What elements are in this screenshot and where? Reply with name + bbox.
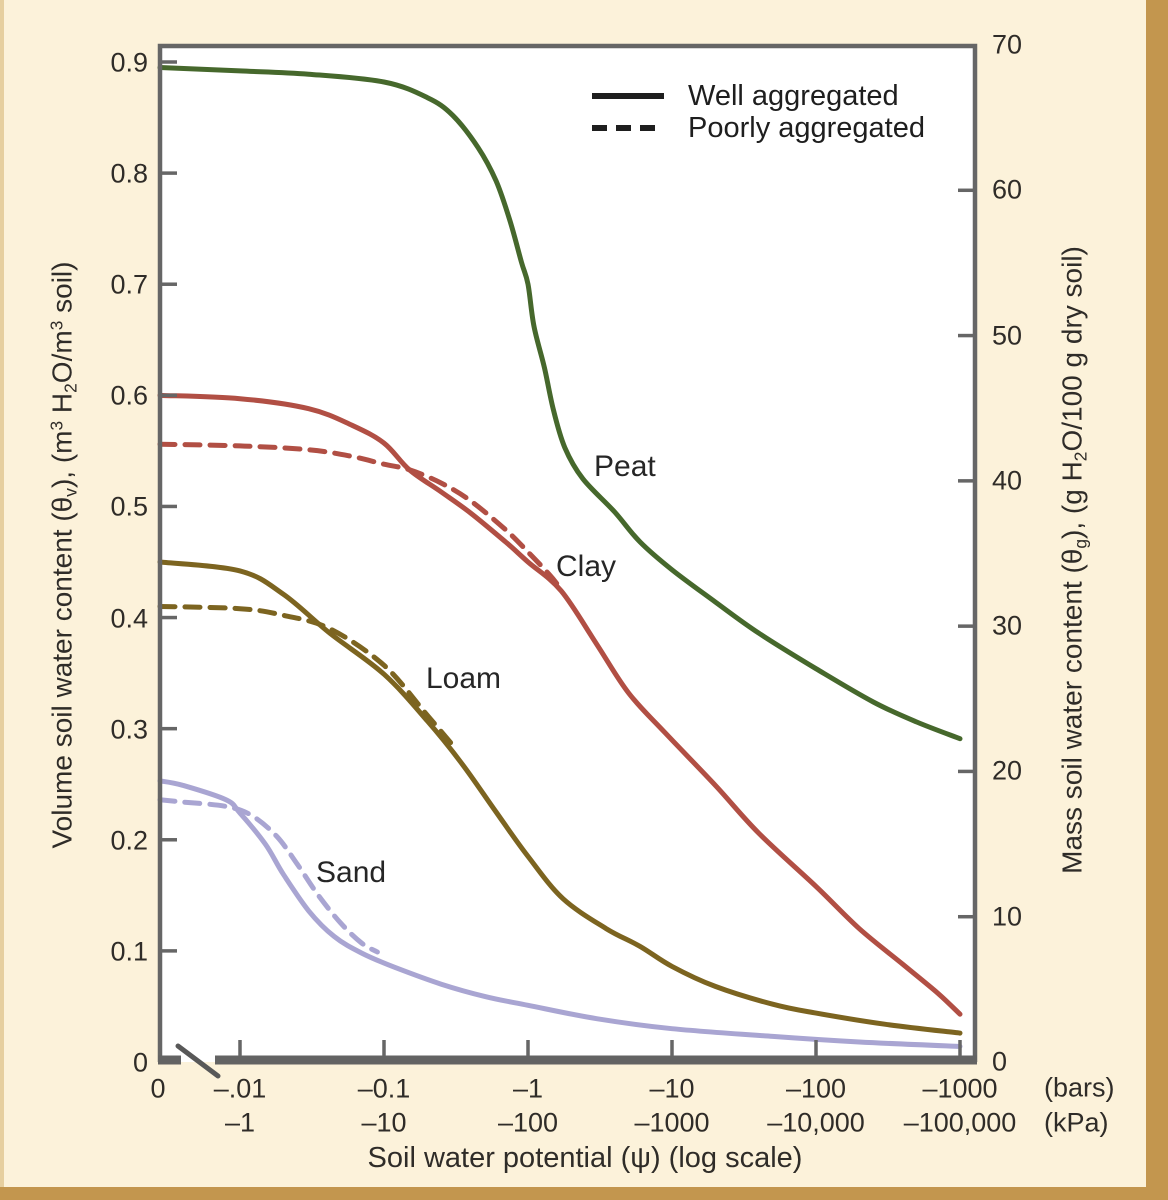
left-axis-title-text: soil) — [46, 261, 78, 321]
curve-label-sand: Sand — [316, 856, 387, 889]
x-axis-title: Soil water potential (ψ) (log scale) — [367, 1142, 803, 1174]
x-kpa-tick-label: –10,000 — [767, 1107, 865, 1138]
m3-superscript: 3 — [46, 320, 67, 331]
theta-v-subscript: v — [60, 488, 81, 497]
y-left-tick-label: 0.6 — [110, 380, 148, 411]
curve-clay-dashed — [157, 441, 564, 592]
x-kpa-tick-label: –10 — [361, 1107, 407, 1138]
h2o-subscript: 2 — [60, 383, 81, 393]
x-kpa-tick-label: –100 — [497, 1107, 559, 1138]
y-left-tick-label: 0.5 — [110, 491, 148, 522]
x-bars-tick-label: 0 — [150, 1073, 166, 1104]
curve-peat-solid — [157, 65, 963, 742]
left-axis-title-text: H — [46, 392, 78, 421]
x-bars-tick-label: –1 — [512, 1073, 544, 1104]
x-bars-tick-label: –10 — [649, 1073, 695, 1104]
y-right-tick-label: 60 — [992, 174, 1023, 205]
legend-label-well-aggregated: Well aggregated — [688, 79, 899, 112]
y-right-tick-label: 40 — [992, 465, 1023, 496]
y-left-tick-label: 0.2 — [110, 825, 148, 856]
x-kpa-tick-label: –1 — [224, 1107, 256, 1138]
y-left-tick-label: 0.8 — [110, 158, 148, 189]
right-axis-title-text: O/100 g dry soil) — [1056, 246, 1088, 452]
y-left-tick-label: 0.9 — [110, 47, 148, 78]
curve-sand-solid — [157, 778, 963, 1049]
x-bars-tick-label: –.01 — [213, 1073, 267, 1104]
solid-line-sample — [592, 93, 664, 99]
axis-break-mark — [175, 1043, 221, 1079]
y-right-tick-label: 70 — [992, 29, 1023, 60]
legend: Well aggregated Poorly aggregated — [592, 80, 925, 144]
h2o-subscript: 2 — [1070, 451, 1091, 462]
frame-right-edge — [1146, 0, 1168, 1200]
curve-sand-dashed — [157, 797, 380, 955]
right-axis-title-text: ), (g H — [1056, 461, 1088, 539]
curve-label-loam: Loam — [426, 662, 502, 695]
right-axis-title: Mass soil water content (θg), (g H2O/100… — [1056, 246, 1091, 874]
legend-row-well-aggregated: Well aggregated — [592, 80, 925, 112]
kpa-unit-label: (kPa) — [1044, 1107, 1109, 1138]
x-kpa-tick-label: –100,000 — [903, 1107, 1017, 1138]
curve-loam-solid — [157, 559, 963, 1036]
curve-clay-solid — [157, 392, 963, 1017]
right-axis-title-text: Mass soil water content (θ — [1056, 548, 1088, 874]
y-left-tick-label: 0.4 — [110, 603, 148, 634]
left-axis-title-text: Volume soil water content (θ — [46, 496, 78, 849]
y-right-tick-label: 10 — [992, 901, 1023, 932]
left-axis-title-text: ), (m — [46, 430, 78, 489]
x-kpa-tick-label: –1000 — [634, 1107, 710, 1138]
y-right-tick-label: 0 — [992, 1046, 1008, 1077]
y-right-tick-label: 20 — [992, 755, 1023, 786]
plot-border — [157, 43, 978, 1062]
x-bars-tick-label: –100 — [785, 1073, 847, 1104]
x-bars-tick-label: –0.1 — [357, 1073, 411, 1104]
y-left-tick-label: 0.7 — [110, 269, 148, 300]
curve-label-clay: Clay — [556, 550, 617, 583]
frame-bottom-edge — [0, 1187, 1168, 1200]
y-left-tick-label: 0.1 — [110, 936, 148, 967]
y-left-tick-label: 0 — [132, 1047, 148, 1078]
theta-g-subscript: g — [1070, 538, 1091, 549]
legend-label-poorly-aggregated: Poorly aggregated — [688, 111, 925, 144]
y-right-tick-label: 30 — [992, 610, 1023, 641]
y-right-tick-label: 50 — [992, 320, 1023, 351]
legend-row-poorly-aggregated: Poorly aggregated — [592, 112, 925, 144]
y-left-tick-label: 0.3 — [110, 714, 148, 745]
dashed-line-sample — [592, 125, 664, 131]
bars-unit-label: (bars) — [1044, 1072, 1115, 1103]
curve-label-peat: Peat — [594, 450, 656, 483]
x-bars-tick-label: –1000 — [922, 1073, 998, 1104]
curve-loam-dashed — [157, 603, 460, 753]
left-axis-title-text: O/m — [46, 330, 78, 384]
m3-superscript: 3 — [46, 420, 67, 431]
left-axis-title: Volume soil water content (θv), (m3 H2O/… — [46, 262, 81, 849]
frame-left-edge — [0, 0, 4, 1200]
